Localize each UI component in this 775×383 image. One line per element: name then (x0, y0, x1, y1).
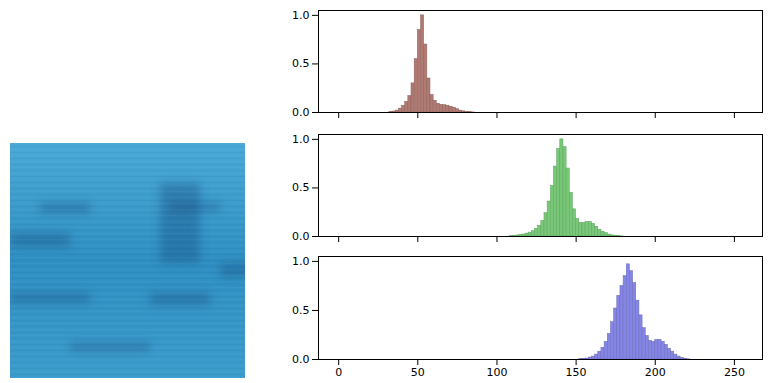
svg-text:0.5: 0.5 (292, 181, 310, 194)
svg-text:0.0: 0.0 (292, 230, 310, 243)
svg-text:0: 0 (335, 366, 342, 379)
svg-text:1.0: 1.0 (292, 255, 310, 268)
svg-text:200: 200 (645, 366, 666, 379)
svg-text:50: 50 (411, 366, 425, 379)
svg-text:100: 100 (486, 366, 507, 379)
svg-text:250: 250 (724, 366, 745, 379)
svg-text:1.0: 1.0 (292, 9, 310, 22)
svg-text:0.0: 0.0 (292, 106, 310, 119)
svg-text:0.5: 0.5 (292, 57, 310, 70)
svg-text:0.5: 0.5 (292, 304, 310, 317)
svg-text:0.0: 0.0 (292, 353, 310, 366)
svg-text:1.0: 1.0 (292, 133, 310, 146)
svg-text:150: 150 (566, 366, 587, 379)
